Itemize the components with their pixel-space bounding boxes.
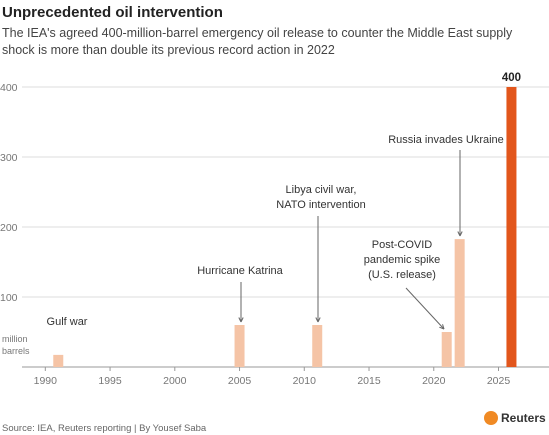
bar: [506, 87, 517, 367]
y-tick-label: 400: [0, 82, 18, 94]
logo: Reuters: [501, 411, 546, 425]
y-tick-label: 300: [0, 152, 18, 164]
annotation: Russia invades Ukraine: [388, 134, 504, 146]
x-tick-label: 2010: [293, 375, 317, 387]
arrow-head: [238, 317, 244, 323]
annotation: Hurricane Katrina: [197, 265, 283, 277]
bar: [234, 325, 245, 367]
arrow-head: [315, 317, 321, 323]
annotation: (U.S. release): [368, 269, 436, 281]
chart-title: Unprecedented oil intervention: [2, 4, 223, 21]
x-tick-label: 2025: [487, 375, 511, 387]
y-axis-label: barrels: [2, 346, 30, 356]
arrow-head: [439, 324, 445, 330]
x-tick-label: 2000: [163, 375, 187, 387]
subtitle: shock is more than double its previous r…: [2, 43, 335, 57]
subtitle: The IEA's agreed 400-million-barrel emer…: [2, 26, 513, 40]
bar: [53, 354, 64, 367]
x-tick-label: 2020: [422, 375, 446, 387]
annotation: pandemic spike: [364, 254, 440, 266]
annotation-arrow: [405, 287, 445, 330]
bar: [454, 239, 465, 367]
annotation: Gulf war: [47, 316, 88, 328]
annotation: NATO intervention: [276, 199, 365, 211]
y-axis-label: million: [2, 334, 28, 344]
logo-icon: [484, 411, 498, 425]
bar: [441, 332, 452, 367]
bar: [312, 325, 323, 367]
y-tick-label: 200: [0, 222, 18, 234]
x-tick-label: 1995: [98, 375, 122, 387]
y-tick-label: 100: [0, 292, 18, 304]
annotation: Post-COVID: [372, 239, 433, 251]
x-tick-label: 2015: [357, 375, 381, 387]
x-tick-label: 1990: [34, 375, 58, 387]
arrow-head: [457, 231, 463, 237]
annotation: Libya civil war,: [286, 184, 357, 196]
x-tick-label: 2005: [228, 375, 252, 387]
source: Source: IEA, Reuters reporting | By Yous…: [2, 423, 207, 434]
value-label: 400: [502, 72, 521, 84]
